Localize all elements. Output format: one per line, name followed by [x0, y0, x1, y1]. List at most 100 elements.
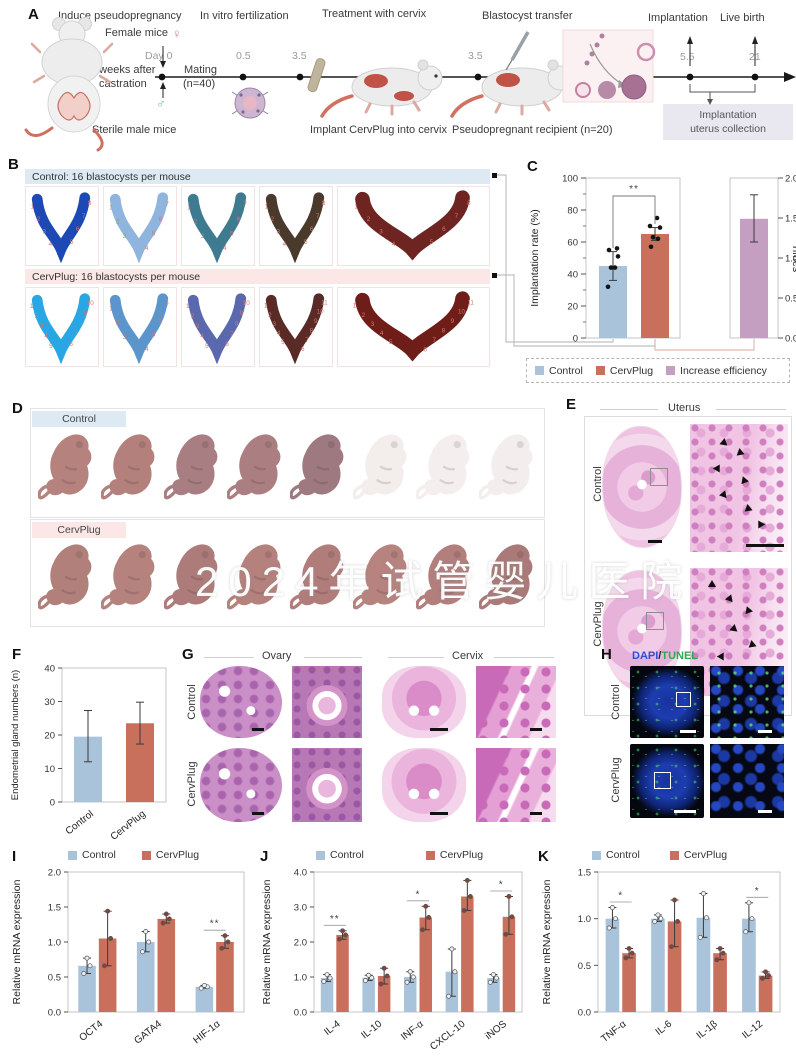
svg-text:2: 2 — [116, 320, 120, 327]
svg-text:Relative mRNA expression: Relative mRNA expression — [11, 879, 23, 1004]
control-swatch — [316, 850, 325, 860]
scale-bar — [758, 810, 772, 813]
bar — [320, 978, 334, 1012]
data-dot — [605, 284, 611, 290]
svg-text:9: 9 — [451, 318, 455, 325]
svg-text:4: 4 — [277, 330, 281, 337]
panel-c-chart: 0 20 40 60 80 100 ** Implantation rate (%) 0.0 0.… — [490, 156, 796, 356]
data-dot — [654, 215, 660, 221]
bar — [98, 938, 117, 1012]
svg-text:1.0: 1.0 — [578, 914, 591, 925]
data-dot — [647, 223, 653, 229]
uterus-image: 1 2 3 4 5 6 7 8 — [337, 186, 490, 266]
svg-text:1.5: 1.5 — [48, 903, 61, 914]
scale-bar — [746, 544, 784, 547]
scale-bar — [648, 540, 662, 543]
pup-illustration — [38, 544, 92, 610]
panel-h-control-label: Control — [610, 684, 622, 720]
bar-CervPlug — [641, 234, 669, 338]
bar — [336, 935, 349, 1012]
plot-frame — [597, 871, 781, 1013]
svg-text:2: 2 — [362, 312, 366, 319]
cervplug-implement-illustration — [307, 58, 326, 93]
blastocyst-inset-illustration — [562, 29, 656, 103]
svg-text:9: 9 — [314, 318, 318, 325]
bar — [487, 978, 500, 1012]
panel-g-cervplug-label: CervPlug — [186, 761, 198, 807]
svg-text:1: 1 — [265, 203, 269, 210]
cervplug-chip: CervPlug — [32, 522, 126, 538]
svg-text:7: 7 — [230, 331, 234, 338]
data-dot — [655, 912, 661, 918]
svg-text:7: 7 — [165, 201, 169, 208]
data-dot — [612, 916, 618, 922]
data-dot — [201, 982, 207, 988]
svg-text:5: 5 — [304, 239, 308, 246]
data-dot — [363, 978, 368, 983]
data-dot — [655, 236, 661, 242]
bar — [758, 975, 773, 1012]
title-line — [304, 657, 362, 658]
uterus-image: 1 2 3 4 5 6 7 8 9 10 — [181, 287, 255, 367]
title-line — [204, 657, 254, 658]
svg-text:5: 5 — [430, 239, 434, 246]
svg-text:10: 10 — [44, 764, 55, 775]
svg-text:3: 3 — [43, 228, 47, 235]
cervix-zoom-control — [476, 666, 556, 738]
svg-text:1: 1 — [187, 204, 191, 211]
svg-text:1.0: 1.0 — [48, 938, 61, 949]
arrowhead-marker — [754, 518, 766, 529]
panel-b-cervplug-header: CervPlug: 16 blastocysts per mouse — [25, 269, 490, 284]
scale-bar — [430, 812, 448, 815]
bar — [502, 916, 516, 1012]
data-dot — [652, 919, 658, 924]
legend-control-text: Control — [330, 849, 364, 861]
inset-indicator — [650, 468, 668, 486]
tunel-label: TUNEL — [661, 650, 699, 662]
bar — [78, 965, 96, 1012]
svg-text:40: 40 — [44, 664, 55, 675]
svg-text:8: 8 — [442, 328, 446, 335]
data-dot — [198, 985, 204, 991]
data-dot — [609, 905, 615, 910]
data-dot — [146, 939, 152, 945]
control-chip: Control — [32, 411, 126, 427]
bar — [157, 918, 176, 1012]
data-dot — [763, 969, 769, 975]
data-dot — [420, 927, 425, 933]
panel-d-label: D — [12, 400, 23, 417]
panel-e-label: E — [566, 396, 577, 413]
data-dot — [464, 877, 470, 883]
cervplug-swatch — [595, 366, 605, 375]
uterus-image: 1 2 3 4 5 6 7 8 9 10 11 — [259, 287, 333, 367]
cervplug-chip-text: CervPlug — [57, 524, 101, 536]
scale-bar — [430, 728, 448, 731]
pup-illustration — [353, 434, 407, 500]
sig-mark: * — [755, 886, 760, 897]
svg-text:iNOS: iNOS — [483, 1019, 509, 1043]
dapi-label: DAPI — [632, 650, 659, 662]
uterus-title: Uterus — [668, 402, 701, 414]
svg-text:2: 2 — [367, 216, 371, 223]
arrowhead-marker — [719, 488, 729, 499]
bar — [713, 953, 727, 1012]
chart-I: 0.0 0.5 1.0 1.5 2.0 OCT4 GATA4 HIF-1α ** Relative… — [11, 868, 245, 1047]
pup-illustration — [101, 544, 155, 610]
data-dot — [503, 931, 509, 937]
data-dot — [487, 979, 493, 985]
panel-i-label: I — [12, 848, 17, 865]
control-swatch — [68, 850, 77, 860]
panel-b-label: B — [8, 156, 19, 173]
implant-caption: Implant CervPlug into cervix — [310, 124, 447, 136]
svg-text:4: 4 — [145, 346, 149, 353]
svg-text:7: 7 — [165, 302, 169, 309]
sig-mark: ** — [629, 184, 639, 195]
svg-text:20: 20 — [44, 731, 55, 742]
svg-text:0.0: 0.0 — [48, 1008, 61, 1019]
svg-text:1: 1 — [354, 203, 358, 210]
svg-text:40: 40 — [567, 270, 578, 281]
svg-text:IL-12: IL-12 — [740, 1018, 765, 1041]
